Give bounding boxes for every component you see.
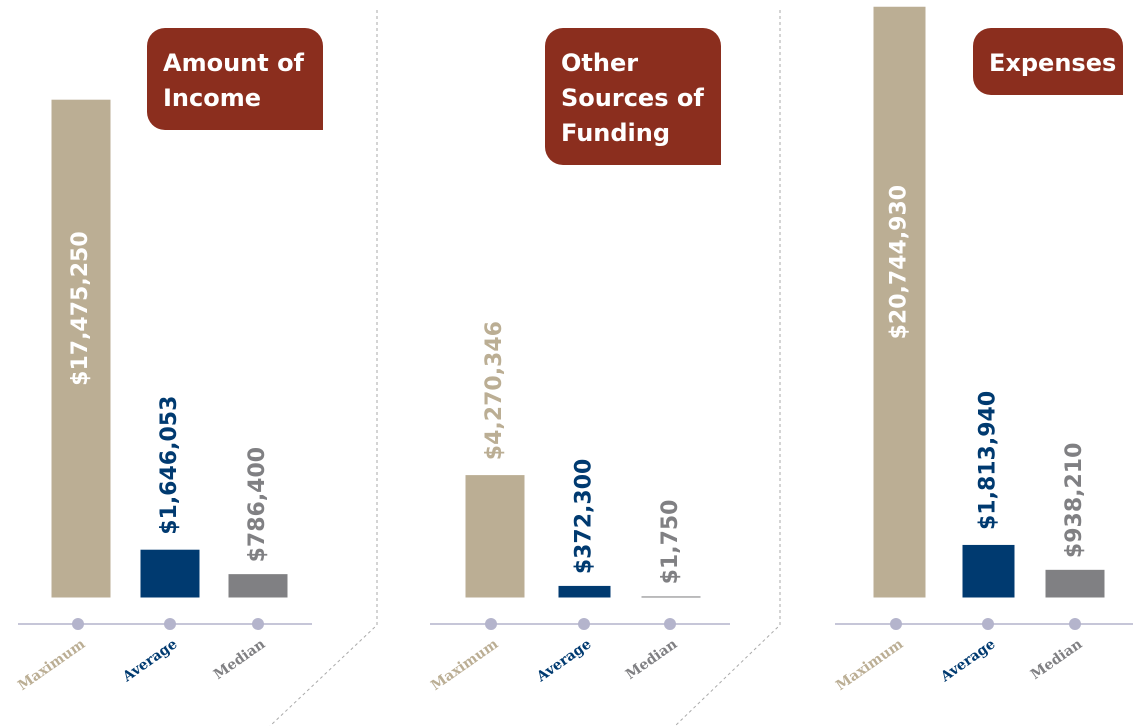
bar	[51, 99, 111, 598]
value-label: $20,744,930	[887, 185, 912, 339]
x-tick-label: Maximum	[428, 636, 501, 694]
x-tick-label: Maximum	[15, 636, 88, 694]
x-tick-label: Median	[211, 636, 268, 683]
value-label: $4,270,346	[482, 321, 507, 460]
x-tick-label: Average	[533, 636, 594, 686]
x-tick-label: Median	[623, 636, 680, 683]
category-dot	[164, 618, 176, 630]
category-dot	[578, 618, 590, 630]
category-dot	[252, 618, 264, 630]
bar	[465, 475, 525, 598]
category-dot	[890, 618, 902, 630]
x-tick-label: Average	[937, 636, 998, 686]
value-label: $372,300	[572, 459, 597, 575]
bar	[962, 544, 1015, 598]
category-dot	[485, 618, 497, 630]
bar	[873, 6, 926, 598]
bar	[1045, 569, 1105, 598]
x-tick-label: Median	[1028, 636, 1085, 683]
category-dot	[72, 618, 84, 630]
chart-title: Expenses	[973, 28, 1123, 95]
category-dot	[982, 618, 994, 630]
value-label: $1,750	[658, 499, 683, 584]
value-label: $17,475,250	[68, 231, 93, 385]
bar	[228, 574, 288, 598]
chart-title: Amount of Income	[147, 28, 323, 130]
chart-title: Other Sources of Funding	[545, 28, 721, 165]
category-dot	[1069, 618, 1081, 630]
divider	[674, 10, 781, 726]
bar	[558, 585, 611, 598]
category-dot	[664, 618, 676, 630]
divider	[269, 10, 378, 726]
x-tick-label: Average	[119, 636, 180, 686]
bar	[140, 549, 200, 598]
value-label: $938,210	[1062, 443, 1087, 559]
x-tick-label: Maximum	[833, 636, 906, 694]
value-label: $786,400	[245, 447, 270, 563]
value-label: $1,813,940	[976, 391, 1001, 530]
value-label: $1,646,053	[157, 396, 182, 535]
